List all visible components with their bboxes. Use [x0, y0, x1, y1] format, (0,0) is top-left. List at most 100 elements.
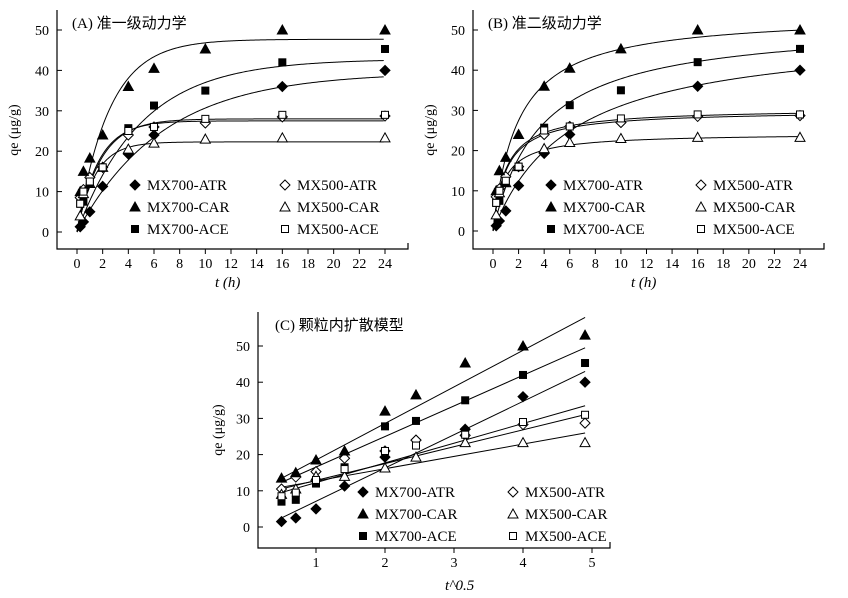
legend-marker	[279, 179, 291, 191]
legend-label: MX500-ACE	[525, 529, 607, 545]
data-point-mx700-car	[276, 23, 289, 35]
y-tick-label: 30	[451, 104, 465, 119]
data-point-mx500-ace	[581, 410, 590, 419]
legend-marker	[279, 200, 291, 212]
data-point-mx500-ace	[277, 492, 286, 501]
y-tick-label: 10	[236, 485, 250, 500]
legend-marker	[129, 179, 141, 191]
legend-label: MX500-ATR	[297, 178, 377, 194]
data-point-mx500-ace	[201, 114, 210, 123]
x-axis-label: t (h)	[215, 275, 240, 291]
legend-marker	[129, 200, 141, 212]
axes-frame	[472, 10, 825, 250]
data-point-mx700-car	[493, 164, 506, 176]
data-point-mx700-car	[275, 472, 288, 483]
y-tick-label: 10	[35, 186, 49, 201]
legend-label: MX500-CAR	[713, 200, 796, 216]
x-tick-label: 24	[793, 257, 807, 272]
data-point-mx700-car	[538, 80, 551, 91]
data-point-mx700-ace	[291, 495, 300, 504]
data-point-mx500-car	[199, 133, 212, 144]
data-point-mx500-ace	[98, 163, 107, 172]
x-tick-label: 1	[313, 556, 320, 571]
legend-marker	[507, 486, 519, 498]
fit-line-mx700-atr	[281, 370, 586, 519]
data-point-mx700-ace	[278, 58, 287, 67]
data-point-mx500-ace	[79, 187, 88, 196]
x-tick-label: 0	[74, 257, 81, 272]
data-point-mx500-car	[579, 436, 591, 448]
data-point-mx500-atr	[338, 452, 351, 464]
y-tick-label: 30	[35, 105, 49, 120]
data-point-mx700-car	[338, 444, 351, 456]
data-point-mx500-ace	[495, 186, 504, 195]
data-point-mx500-atr	[579, 417, 591, 429]
data-point-mx700-atr	[794, 64, 806, 76]
x-tick-label: 0	[490, 257, 497, 272]
y-tick-label: 40	[451, 64, 465, 79]
data-point-mx500-ace	[124, 127, 133, 135]
x-tick-label: 16	[691, 257, 705, 272]
legend-marker	[507, 507, 519, 519]
chart-title: (A) 准一级动力学	[72, 15, 187, 32]
data-point-mx700-car	[77, 165, 90, 176]
legend-label: MX700-ATR	[563, 178, 643, 194]
x-tick-label: 14	[665, 257, 679, 272]
legend-marker	[509, 532, 517, 540]
y-tick-label: 0	[243, 521, 250, 536]
x-tick-label: 20	[327, 257, 341, 272]
data-point-mx700-atr	[276, 80, 289, 93]
x-tick-label: 16	[275, 257, 289, 272]
legend-marker	[547, 225, 555, 233]
chart-title: (B) 准二级动力学	[488, 15, 602, 32]
data-point-mx700-car	[459, 356, 472, 368]
data-point-mx700-car	[379, 405, 391, 416]
data-point-mx500-car	[276, 131, 289, 143]
y-axis-label: qe (μg/g)	[423, 104, 438, 156]
x-tick-label: 4	[520, 556, 527, 571]
data-point-mx700-car	[148, 62, 160, 73]
data-point-mx500-ace	[501, 176, 510, 185]
data-point-mx700-ace	[381, 422, 389, 431]
legend-marker	[357, 507, 369, 519]
x-tick-label: 14	[250, 257, 264, 272]
legend-label: MX500-ACE	[297, 222, 379, 238]
x-tick-label: 10	[614, 257, 628, 272]
data-point-mx700-car	[499, 151, 512, 162]
y-tick-label: 20	[451, 145, 465, 160]
data-point-mx500-ace	[693, 110, 702, 119]
data-point-mx500-ace	[312, 475, 320, 484]
y-tick-label: 50	[451, 24, 465, 39]
x-tick-label: 12	[640, 257, 654, 272]
legend-marker	[545, 179, 557, 191]
data-point-mx700-atr	[379, 64, 391, 77]
y-tick-label: 0	[458, 225, 465, 240]
data-point-mx700-car	[96, 129, 109, 140]
legend-marker	[695, 179, 707, 191]
data-point-mx500-ace	[85, 177, 94, 186]
data-point-mx500-ace	[291, 488, 300, 497]
data-point-mx700-car	[512, 128, 525, 140]
data-point-mx500-ace	[540, 126, 549, 135]
data-point-mx500-car	[148, 137, 160, 148]
legend-marker	[131, 225, 139, 233]
axes-frame	[257, 312, 611, 549]
x-tick-label: 6	[566, 257, 573, 272]
data-point-mx700-car	[310, 454, 322, 465]
x-tick-label: 22	[352, 257, 366, 272]
data-point-mx500-ace	[796, 110, 804, 119]
data-point-mx700-ace	[565, 101, 574, 110]
y-tick-label: 10	[451, 185, 465, 200]
data-point-mx500-ace	[150, 122, 158, 131]
legend-label: MX700-ATR	[147, 178, 227, 194]
x-axis-label: t^0.5	[445, 578, 475, 594]
y-tick-label: 40	[236, 376, 250, 391]
legend-label: MX700-CAR	[147, 200, 230, 216]
data-point-mx700-ace	[693, 58, 702, 67]
y-axis-label: qe (μg/g)	[7, 104, 22, 156]
data-point-mx500-ace	[519, 418, 527, 427]
data-point-mx700-car	[199, 42, 212, 54]
y-tick-label: 20	[35, 145, 49, 160]
